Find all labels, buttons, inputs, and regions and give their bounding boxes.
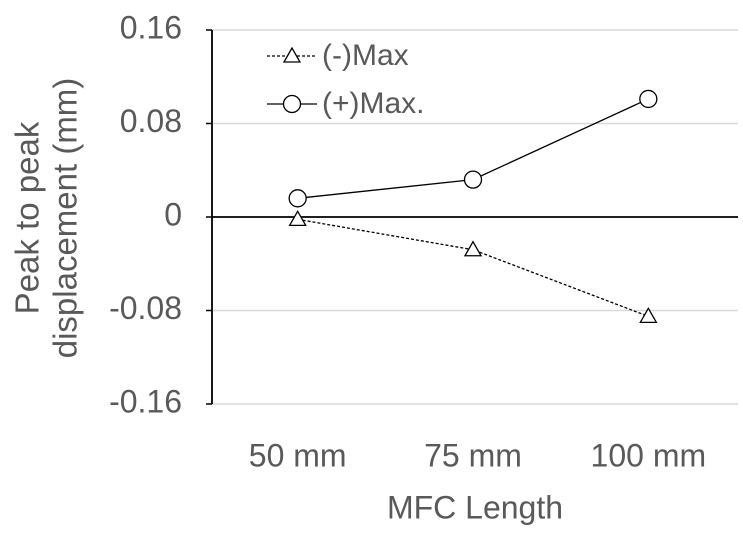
series-lines [288,89,658,323]
legend-circle-marker [282,94,302,114]
legend-label: (+)Max. [322,87,425,120]
x-tick-labels: 50 mm 75 mm 100 mm [249,437,706,473]
axes [206,29,738,405]
y-tick-label: -0.16 [109,383,182,419]
y-tick-label: 0.16 [120,9,182,45]
x-axis-title: MFC Length [387,489,563,525]
legend-label: (-)Max [322,39,409,72]
data-point-circle [639,89,658,109]
x-tick-label: 75 mm [424,437,522,473]
x-tick-label: 50 mm [249,437,347,473]
data-point-circle [288,189,307,208]
data-point-triangle [288,210,307,226]
y-tick-label: 0 [164,196,182,232]
y-tick-label: 0.08 [120,103,182,139]
data-point-circle [463,170,483,189]
x-tick-label: 100 mm [591,437,707,473]
legend-triangle-marker [282,46,302,63]
legend: (-)Max (+)Max. [267,39,425,120]
y-axis-title-line-2: displacement (mm) [47,78,84,359]
data-point-triangle [639,307,658,323]
grid-lines [212,29,738,405]
series-negative-max-line [297,218,649,317]
data-point-triangle [463,240,483,257]
y-tick-labels: 0.16 0.08 0 -0.08 -0.16 [109,9,182,419]
y-tick-label: -0.08 [109,290,182,326]
y-axis-title-line-1: Peak to peak [9,121,46,314]
